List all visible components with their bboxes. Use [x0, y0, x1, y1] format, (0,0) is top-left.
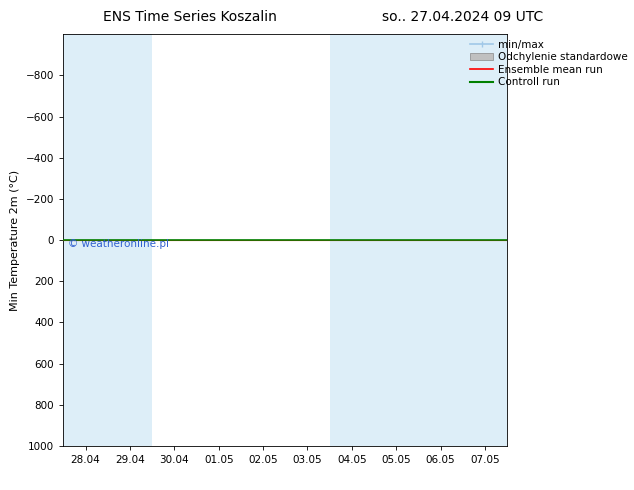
- Text: © weatheronline.pl: © weatheronline.pl: [68, 239, 169, 249]
- Bar: [330, 34, 418, 446]
- Text: so.. 27.04.2024 09 UTC: so.. 27.04.2024 09 UTC: [382, 10, 543, 24]
- Bar: [418, 34, 507, 446]
- Text: ENS Time Series Koszalin: ENS Time Series Koszalin: [103, 10, 277, 24]
- Y-axis label: Min Temperature 2m (°C): Min Temperature 2m (°C): [10, 170, 20, 311]
- Bar: [63, 34, 152, 446]
- Legend: min/max, Odchylenie standardowe, Ensemble mean run, Controll run: min/max, Odchylenie standardowe, Ensembl…: [470, 40, 628, 87]
